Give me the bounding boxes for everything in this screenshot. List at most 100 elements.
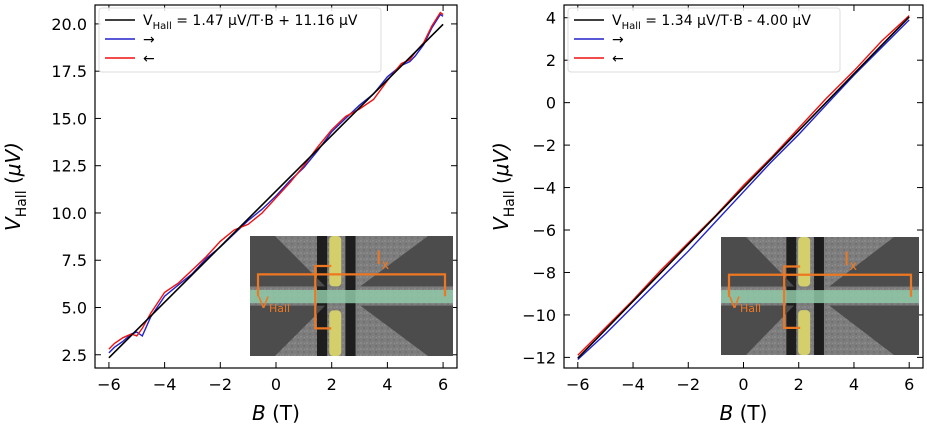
x-tick-label: 6 — [904, 375, 914, 394]
y-tick-label: 7.5 — [62, 251, 87, 270]
y-tick-label: 20.0 — [51, 15, 87, 34]
x-axis-symbol: B — [252, 401, 266, 425]
x-tick-label: 4 — [382, 375, 392, 394]
inset-yellow-contact — [798, 310, 811, 355]
legend-entry: VHall = 1.47 μV/T·B + 11.16 μV — [143, 13, 358, 32]
fit-line — [108, 23, 444, 359]
left-panel: −6 −4 −2 0 2 4 62.55.07.510.012.515.017.520.0 … — [1, 4, 458, 425]
inset-current-sub: x — [381, 258, 389, 273]
inset-yellow-contact — [798, 237, 811, 287]
y-tick-label: 4 — [546, 9, 556, 28]
y-tick-label: 2.5 — [62, 346, 87, 365]
x-axis-unit: (T) — [266, 401, 300, 425]
y-tick-label: 2 — [546, 51, 556, 70]
y-axis-open: ( — [489, 176, 513, 190]
left-ticks: −6 −4 −2 0 2 4 6 2.5 5.0 7.5 10.0 12.5 15.0 17.5 20.0 — [51, 5, 457, 394]
right-series — [577, 15, 910, 361]
right-plot-frame — [563, 4, 924, 369]
left-series — [108, 11, 444, 359]
inset-current-bracket — [727, 273, 913, 297]
y-axis-sub: Hall — [502, 190, 518, 217]
legend-rest: = 1.47 μV/T·B + 11.16 μV — [172, 13, 358, 29]
fit-line — [577, 16, 910, 359]
inset-yellow-contact — [329, 236, 342, 287]
y-axis-unit: V) — [489, 142, 513, 163]
x-tick-label: −6 — [97, 375, 121, 394]
legend-entry: ← — [143, 51, 155, 67]
left-axis-labels: B (T)VHall (μV) — [1, 142, 300, 425]
right-ticks: −6 −4 −2 0 2 4 6 −12 −10 −8 −6 −4 −2 0 2 4 — [522, 5, 923, 394]
x-tick-label: 4 — [849, 375, 859, 394]
legend-box — [98, 7, 382, 73]
inset-voltage-sub: Hall — [269, 302, 290, 315]
right-legend: VHall = 1.34 μV/T·B - 4.00 μV→ ← — [567, 7, 841, 73]
x-axis-label: B (T) — [252, 401, 300, 425]
right-axis-labels: B (T)VHall (μV) — [489, 142, 767, 425]
inset-voltage-sub: Hall — [740, 302, 761, 315]
legend-box — [567, 7, 841, 73]
y-axis-open: ( — [1, 176, 25, 190]
y-tick-label: −12 — [522, 348, 556, 367]
y-axis-unit: V) — [1, 142, 25, 163]
sweep-line-1 — [577, 19, 910, 361]
x-tick-label: 2 — [794, 375, 804, 394]
y-tick-label: 0 — [546, 94, 556, 113]
legend-entry: ← — [612, 51, 624, 67]
x-tick-label: −4 — [621, 375, 645, 394]
y-axis-label: VHall (μV) — [1, 142, 30, 231]
y-tick-label: 10.0 — [51, 204, 87, 223]
y-tick-label: −6 — [532, 221, 556, 240]
y-tick-label: 17.5 — [51, 62, 87, 81]
y-axis-sub: Hall — [14, 190, 30, 217]
legend-entry: → — [143, 32, 155, 48]
legend-entry: VHall = 1.34 μV/T·B - 4.00 μV — [612, 13, 811, 32]
y-tick-label: −10 — [522, 306, 556, 325]
y-axis-symbol: V — [489, 216, 513, 231]
inset-voltage-bracket — [783, 265, 801, 329]
left-plot-frame — [94, 4, 458, 369]
inset-current-bracket — [256, 273, 447, 297]
y-axis-label: VHall (μV) — [489, 142, 518, 231]
legend-entry: → — [612, 32, 624, 48]
x-axis-label: B (T) — [720, 401, 768, 425]
y-tick-label: −4 — [532, 179, 556, 198]
y-tick-label: 5.0 — [62, 299, 87, 318]
inset-voltage-bracket — [314, 264, 332, 330]
sweep-line-1 — [108, 13, 444, 354]
x-tick-label: −2 — [209, 375, 233, 394]
x-tick-label: 0 — [738, 375, 748, 394]
sweep-line-2 — [108, 11, 444, 350]
legend-sub: Hall — [622, 21, 641, 32]
y-axis-unit-mu: μ — [1, 164, 25, 178]
x-tick-label: 2 — [327, 375, 337, 394]
left-legend: VHall = 1.47 μV/T·B + 11.16 μV→ ← — [98, 7, 382, 73]
inset-yellow-contact — [329, 310, 342, 356]
legend-rest: = 1.34 μV/T·B - 4.00 μV — [641, 13, 812, 29]
x-tick-label: −2 — [676, 375, 700, 394]
y-tick-label: 15.0 — [51, 109, 87, 128]
inset-green-channel — [250, 290, 453, 304]
y-axis-unit-mu: μ — [489, 164, 513, 178]
legend-sub: Hall — [153, 21, 172, 32]
x-tick-label: −6 — [566, 375, 590, 394]
inset-green-channel — [721, 290, 919, 304]
x-axis-symbol: B — [720, 401, 734, 425]
y-tick-label: −8 — [532, 263, 556, 282]
x-tick-label: 0 — [271, 375, 281, 394]
sweep-line-2 — [577, 15, 910, 356]
y-axis-symbol: V — [1, 216, 25, 231]
inset-pad — [360, 305, 453, 356]
inset-pad — [721, 305, 795, 355]
inset-pad — [829, 305, 919, 355]
y-tick-label: −2 — [532, 136, 556, 155]
y-tick-label: 12.5 — [51, 157, 87, 176]
inset-current-sub: x — [849, 259, 857, 274]
x-tick-label: −4 — [153, 375, 177, 394]
x-tick-label: 6 — [438, 375, 448, 394]
inset-pad — [250, 305, 326, 356]
x-axis-unit: (T) — [733, 401, 767, 425]
